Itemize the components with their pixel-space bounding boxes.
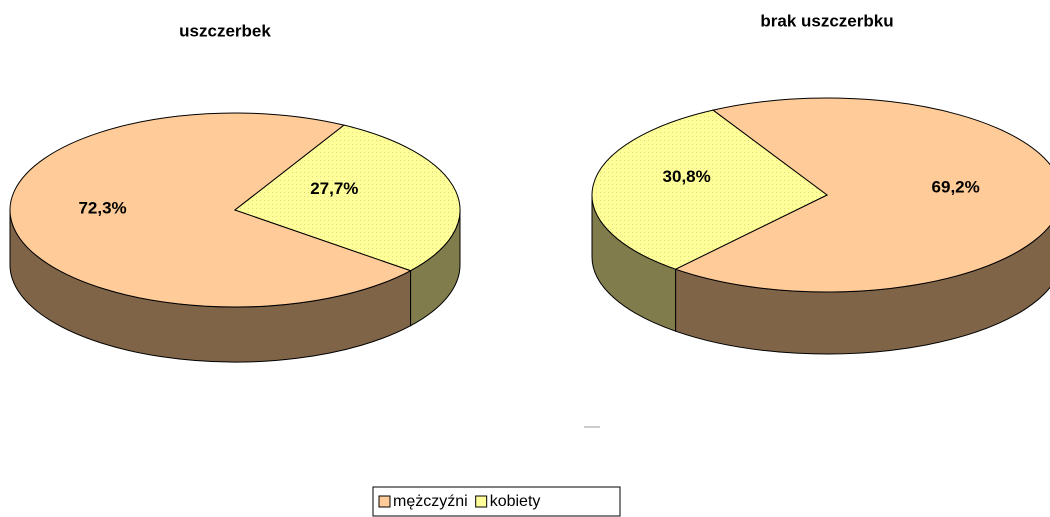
data-label: 69,2% xyxy=(932,178,980,197)
data-label: 27,7% xyxy=(310,179,358,198)
chart-title: uszczerbek xyxy=(179,21,271,40)
legend-swatch xyxy=(378,495,391,508)
legend-box xyxy=(372,486,621,517)
pie-slice xyxy=(674,97,1050,293)
legend-label: mężczyźni xyxy=(393,493,468,510)
pie-slice xyxy=(233,124,461,272)
data-label: 30,8% xyxy=(663,167,711,186)
legend-swatch xyxy=(475,495,488,508)
legend-label: kobiety xyxy=(490,493,541,510)
chart-title: brak uszczerbku xyxy=(760,11,893,30)
data-label: 72,3% xyxy=(78,199,126,218)
pie-slice xyxy=(9,112,412,308)
pie-slice xyxy=(591,109,828,270)
